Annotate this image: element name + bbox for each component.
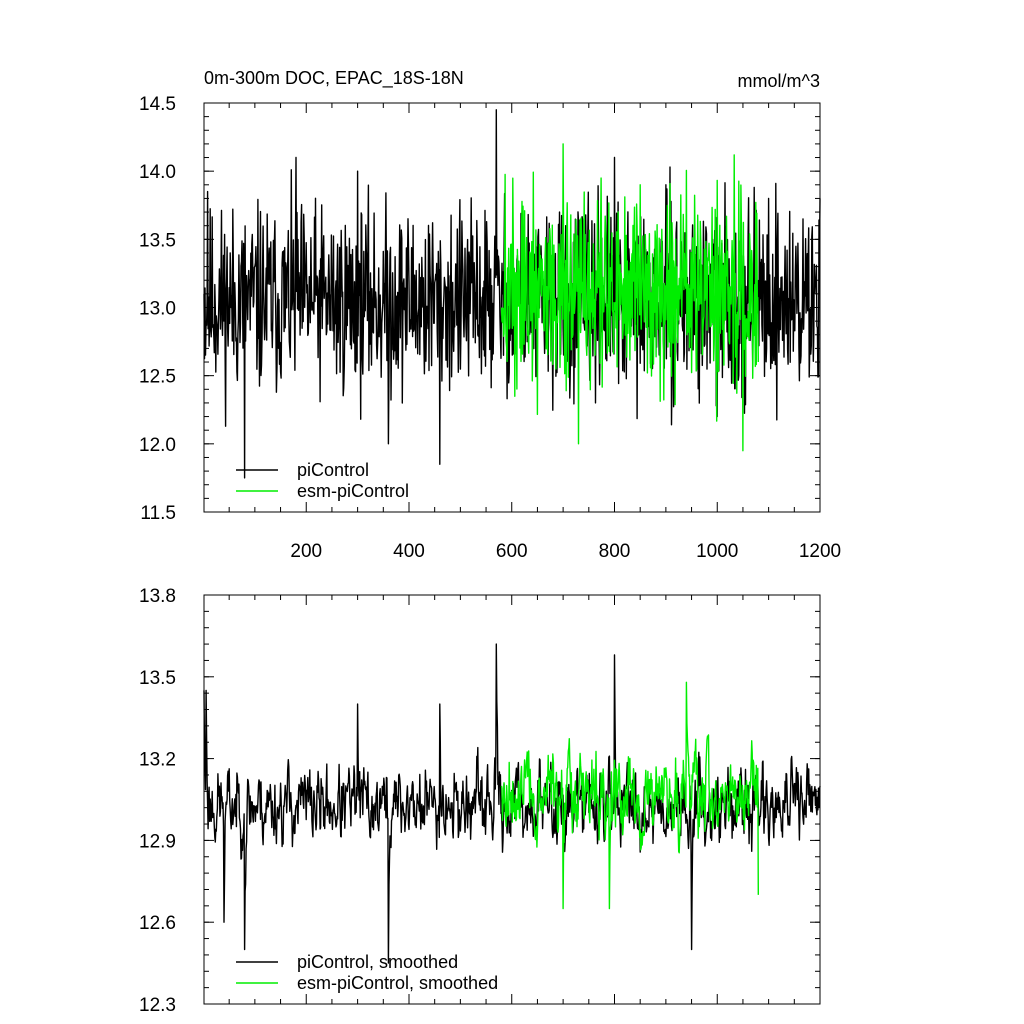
bottom-panel-ticks: 13.8 13.5 13.2 12.9 12.6 12.3	[139, 586, 821, 1016]
y-tick-label: 13.5	[139, 230, 176, 251]
y-tick-label: 12.3	[139, 995, 176, 1016]
series-line-esm-picontrol	[500, 681, 759, 910]
x-tick-label: 600	[496, 541, 528, 562]
y-tick-label: 14.5	[139, 94, 176, 115]
y-tick-label: 12.5	[139, 367, 176, 388]
y-tick-label: 12.0	[139, 435, 176, 456]
y-tick-label: 11.5	[140, 503, 176, 524]
top-panel: 0m-300m DOC, EPAC_18S-18N mmol/m^3 14.51…	[139, 68, 841, 562]
top-panel-frame	[203, 102, 821, 513]
top-panel-series	[203, 109, 821, 479]
top-panel-title: 0m-300m DOC, EPAC_18S-18N	[204, 68, 464, 89]
y-tick-label: 13.5	[139, 668, 176, 689]
legend-label: piControl, smoothed	[297, 952, 458, 972]
x-tick-label: 200	[290, 541, 322, 562]
bottom-panel: 13.8 13.5 13.2 12.9 12.6 12.3 piControl, smoo…	[139, 586, 821, 1016]
x-tick-label: 800	[599, 541, 631, 562]
y-tick-label: 13.2	[139, 750, 176, 771]
bottom-panel-frame	[203, 594, 821, 1005]
top-panel-units: mmol/m^3	[738, 71, 820, 91]
legend-label: esm-piControl	[297, 481, 409, 501]
x-tick-label: 400	[393, 541, 425, 562]
y-tick-label: 12.6	[139, 913, 176, 934]
x-tick-label: 1200	[799, 541, 841, 562]
legend-label: piControl	[297, 460, 369, 480]
y-tick-label: 13.8	[139, 586, 176, 607]
legend-label: esm-piControl, smoothed	[297, 973, 498, 993]
y-tick-label: 14.0	[139, 162, 176, 183]
top-panel-ticks: 14.5 14.0 13.5 13.0 12.5 12.0 11.5 200 400 600 800…	[139, 94, 841, 562]
x-tick-label: 1000	[696, 541, 738, 562]
y-tick-label: 12.9	[139, 831, 176, 852]
series-line-esm-picontrol	[500, 143, 759, 452]
y-tick-label: 13.0	[139, 299, 176, 320]
bottom-panel-series	[203, 643, 821, 964]
